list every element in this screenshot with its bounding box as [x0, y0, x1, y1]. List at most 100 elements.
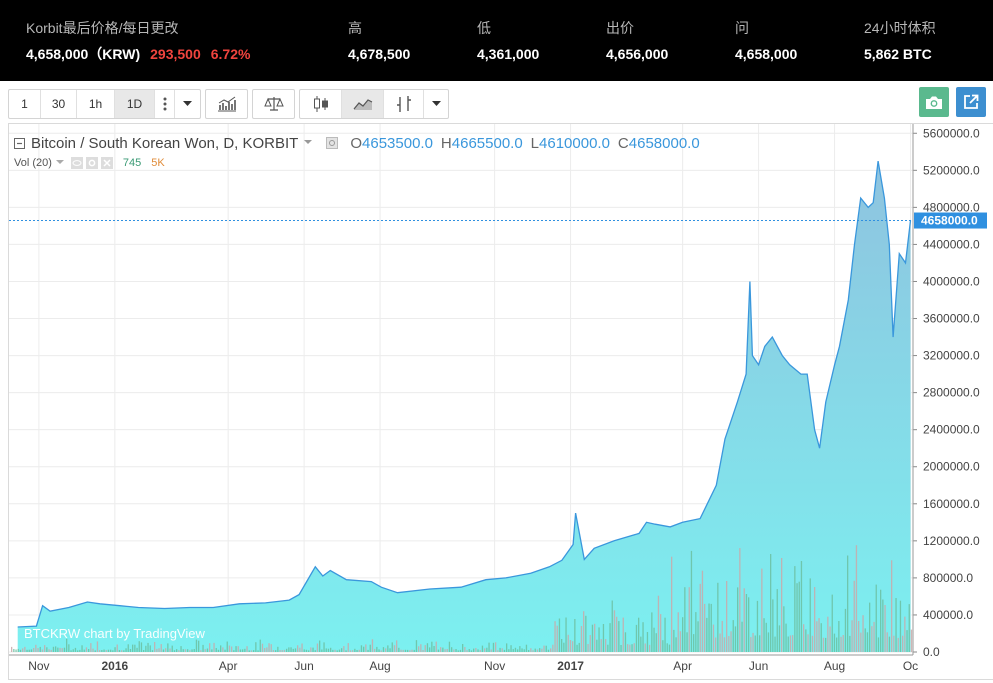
volume-bar	[506, 643, 508, 652]
volume-bar	[712, 624, 715, 652]
volume-bar	[829, 626, 831, 652]
volume-bar	[664, 617, 666, 652]
symbol-title[interactable]: Bitcoin / South Korean Won, D, KORBIT	[31, 134, 299, 152]
volume-bar	[206, 648, 209, 652]
volume-bar	[475, 648, 477, 652]
volume-bar	[371, 639, 374, 652]
volume-bar	[800, 561, 803, 652]
interval-1-button[interactable]: 1	[9, 90, 41, 118]
snapshot-button[interactable]	[919, 87, 949, 117]
volume-bar	[140, 642, 143, 652]
volume-bar	[107, 649, 110, 652]
volume-bar	[376, 646, 378, 652]
volume-indicator-label[interactable]: Vol (20)	[14, 157, 52, 169]
time-axis[interactable]: Nov 2016 Apr Jun Aug Nov 2017 Apr Jun Aug Oc	[9, 654, 918, 673]
volume-bar	[420, 644, 422, 652]
dropdown-icon	[183, 101, 192, 106]
volume-bar	[512, 649, 514, 652]
volume-bar	[767, 632, 770, 652]
area-style-button[interactable]	[342, 90, 384, 118]
volume-bar	[770, 554, 772, 652]
volume-bar	[248, 650, 250, 652]
volume-bar	[591, 624, 594, 652]
price-area	[17, 161, 911, 652]
volume-bar	[57, 647, 59, 652]
volume-bar	[281, 650, 283, 652]
close-icon[interactable]	[100, 157, 113, 169]
volume-bar	[737, 587, 739, 652]
volume-bar	[530, 648, 532, 652]
volume-bar	[838, 621, 840, 652]
more-intervals-button[interactable]	[155, 90, 175, 118]
area-chart-icon	[353, 99, 372, 110]
volume-bar	[572, 641, 574, 652]
price-axis[interactable]: 5600000.0 5200000.0 4800000.0 4400000.0 4000…	[912, 124, 987, 659]
ticker-col-last: Korbit最后价格/每日更改 4,658,000（KRW) 293,500 6.7…	[26, 18, 250, 64]
x-tick-label: Oc	[903, 659, 918, 673]
indicators-button[interactable]	[206, 90, 247, 118]
volume-bar	[112, 650, 114, 652]
close-label: C	[617, 134, 629, 152]
ticker-col-high: 高 4,678,500	[348, 18, 410, 64]
volume-bar	[675, 637, 677, 652]
volume-bar	[33, 648, 35, 652]
volume-bar	[785, 623, 787, 652]
bars-style-button[interactable]	[384, 90, 424, 118]
interval-30-button[interactable]: 30	[41, 90, 77, 118]
volume-bar	[563, 642, 565, 652]
volume-bar	[523, 649, 525, 652]
volume-bar	[756, 600, 759, 652]
compare-group	[252, 89, 295, 119]
volume-bar	[847, 555, 849, 652]
volume-bar	[554, 621, 556, 652]
volume-bar	[270, 644, 272, 652]
volume-bar	[191, 649, 193, 652]
gear-icon[interactable]	[85, 157, 98, 169]
volume-bar	[853, 580, 855, 652]
dropdown-icon[interactable]	[55, 160, 65, 166]
settings-icon[interactable]	[326, 137, 339, 149]
volume-bar	[429, 647, 431, 652]
volume-bar	[704, 603, 706, 652]
popout-button[interactable]	[956, 87, 986, 117]
compare-button[interactable]	[253, 90, 294, 118]
volume-bar	[253, 650, 255, 652]
interval-1h-button[interactable]: 1h	[77, 90, 115, 118]
low-label: L	[530, 134, 540, 152]
volume-bar	[481, 645, 484, 652]
collapse-icon[interactable]	[14, 137, 25, 149]
volume-bar	[503, 649, 506, 652]
volume-bar	[695, 612, 697, 652]
dropdown-icon[interactable]	[304, 140, 314, 146]
volume-bar	[781, 558, 783, 652]
chart-style-group	[299, 89, 449, 119]
volume-bar	[728, 636, 730, 652]
volume-bar	[497, 650, 499, 652]
volume-bar	[195, 639, 198, 652]
volume-bar	[646, 632, 649, 652]
volume-bar	[198, 640, 200, 652]
volume-bar	[294, 648, 297, 652]
last-price-tag	[914, 212, 987, 229]
volume-bar	[677, 612, 679, 652]
volume-bar	[330, 647, 332, 652]
volume-bar	[28, 649, 30, 652]
open-label: O	[350, 134, 363, 152]
volume-bar	[290, 647, 292, 652]
interval-dropdown-button[interactable]	[175, 90, 200, 118]
eye-icon[interactable]	[70, 157, 83, 169]
volume-bar	[13, 649, 15, 652]
volume-bar	[492, 642, 495, 652]
volume-bar	[814, 587, 816, 652]
volume-bar	[74, 647, 77, 652]
y-tick-label: 5200000.0	[923, 163, 980, 177]
ticker-col-volume: 24小时体积 5,862 BTC	[864, 18, 936, 64]
volume-bar	[644, 643, 646, 652]
style-dropdown-button[interactable]	[424, 90, 448, 118]
candles-style-button[interactable]	[300, 90, 342, 118]
interval-1d-button[interactable]: 1D	[115, 90, 155, 118]
ticker-value: 5,862 BTC	[864, 46, 932, 62]
volume-bar	[358, 649, 360, 652]
volume-bar	[77, 650, 79, 652]
